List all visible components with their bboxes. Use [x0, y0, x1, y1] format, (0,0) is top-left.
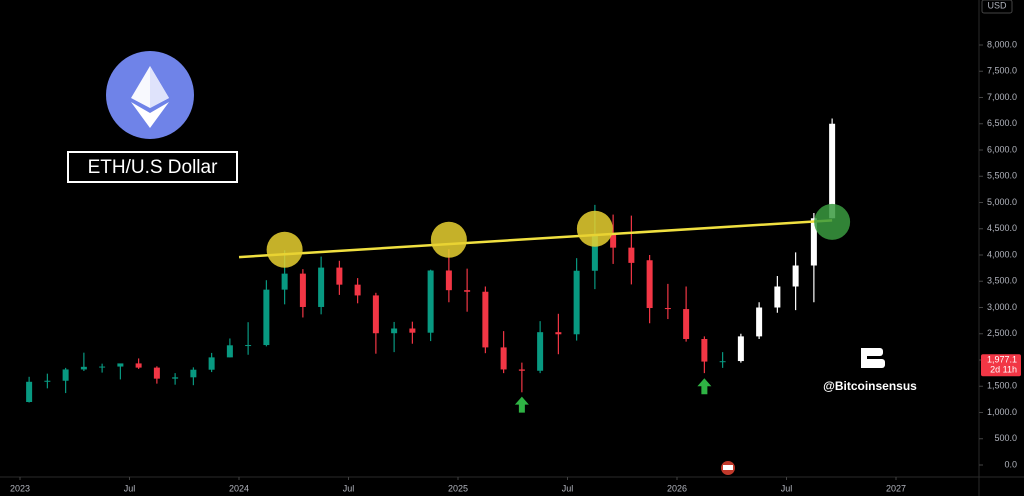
candle-body — [792, 265, 799, 287]
x-tick-label: 2025 — [448, 483, 468, 493]
candle-body — [99, 366, 106, 368]
y-tick-label: 7,000.0 — [987, 92, 1017, 102]
candle-body — [263, 289, 270, 346]
candle-body — [427, 270, 434, 333]
y-tick-label: 1,000.0 — [987, 407, 1017, 417]
candle-body — [409, 328, 416, 333]
candle-body — [829, 123, 836, 219]
y-tick-label: 5,500.0 — [987, 171, 1017, 181]
candle-body — [445, 270, 452, 291]
candle-body — [664, 308, 671, 310]
candle-body — [591, 234, 598, 271]
brand-logo-bottom — [861, 359, 885, 368]
y-tick-label: 1,500.0 — [987, 381, 1017, 391]
candle-body — [336, 267, 343, 285]
candle-body — [372, 295, 379, 334]
candle-body — [737, 336, 744, 362]
candle-body — [135, 363, 142, 368]
y-tick-label: 8,000.0 — [987, 39, 1017, 49]
candle-body — [610, 234, 617, 248]
y-tick-label: 2,500.0 — [987, 328, 1017, 338]
flag-icon — [721, 461, 735, 475]
y-tick-label: 3,500.0 — [987, 276, 1017, 286]
highlight-circle — [814, 203, 851, 240]
eth-logo-shade — [150, 66, 169, 108]
x-tick-label: 2027 — [886, 483, 906, 493]
candle-body — [555, 332, 562, 335]
x-tick-label: 2024 — [229, 483, 249, 493]
candle-body — [245, 345, 252, 347]
candle-body — [190, 369, 197, 378]
candle-body — [172, 377, 179, 379]
y-tick-label: 6,000.0 — [987, 144, 1017, 154]
candle-body — [354, 284, 361, 296]
candle-body — [683, 309, 690, 339]
candle-body — [573, 270, 580, 335]
highlight-circle — [266, 231, 303, 268]
y-tick-label: 500.0 — [994, 433, 1017, 443]
last-price-label: 1,977.1 — [987, 355, 1017, 365]
candle-body — [391, 328, 398, 334]
y-tick-label: 5,000.0 — [987, 197, 1017, 207]
title-box — [67, 151, 238, 183]
eth-logo-bottom — [131, 102, 169, 128]
trendline — [238, 219, 833, 259]
candle-body — [299, 273, 306, 307]
last-price-box — [981, 354, 1021, 377]
candle-body — [646, 260, 653, 309]
candle-body — [500, 347, 507, 370]
y-tick-label: 7,500.0 — [987, 66, 1017, 76]
watermark: @Bitcoinsensus — [823, 379, 917, 393]
candle-body — [518, 369, 525, 371]
arrow — [514, 396, 529, 413]
candle-body — [226, 345, 233, 358]
flag-icon-stripe — [723, 465, 733, 470]
candle-body — [117, 363, 124, 367]
eth-logo — [106, 51, 194, 139]
candle-body — [208, 357, 215, 370]
brand-logo-stem — [861, 348, 867, 368]
currency-label: USD — [987, 0, 1007, 10]
candle-body — [44, 380, 51, 382]
x-tick-label: 2023 — [10, 483, 30, 493]
candle-body — [62, 369, 69, 381]
candle-body — [756, 307, 763, 337]
x-tick-label: Jul — [343, 483, 355, 493]
candle-body — [281, 273, 288, 290]
chart-title: ETH/U.S Dollar — [88, 157, 219, 178]
brand-logo — [861, 348, 885, 368]
arrow — [697, 378, 712, 395]
y-tick-label: 3,000.0 — [987, 302, 1017, 312]
candle-body — [482, 291, 489, 348]
candle-body — [318, 267, 325, 307]
candle-body — [810, 218, 817, 266]
x-tick-label: Jul — [124, 483, 136, 493]
candle-body — [464, 290, 471, 292]
y-tick-label: 4,000.0 — [987, 249, 1017, 259]
highlight-circle — [576, 210, 613, 247]
candle-body — [80, 366, 87, 370]
y-tick-label: 4,500.0 — [987, 223, 1017, 233]
candle-body — [628, 247, 635, 263]
candle-body — [719, 361, 726, 363]
candle-body — [153, 367, 160, 379]
y-tick-label: 6,500.0 — [987, 118, 1017, 128]
candle-body — [26, 381, 33, 402]
x-tick-label: 2026 — [667, 483, 687, 493]
y-tick-label: 0.0 — [1004, 459, 1017, 469]
candle-body — [774, 286, 781, 308]
x-tick-label: Jul — [781, 483, 793, 493]
currency-box — [981, 0, 1013, 14]
candle-body — [701, 339, 708, 362]
candle-body — [537, 332, 544, 371]
x-tick-label: Jul — [562, 483, 574, 493]
highlight-circle — [430, 221, 467, 258]
brand-logo-top — [861, 348, 883, 356]
last-price-countdown: 2d 11h — [990, 365, 1017, 375]
